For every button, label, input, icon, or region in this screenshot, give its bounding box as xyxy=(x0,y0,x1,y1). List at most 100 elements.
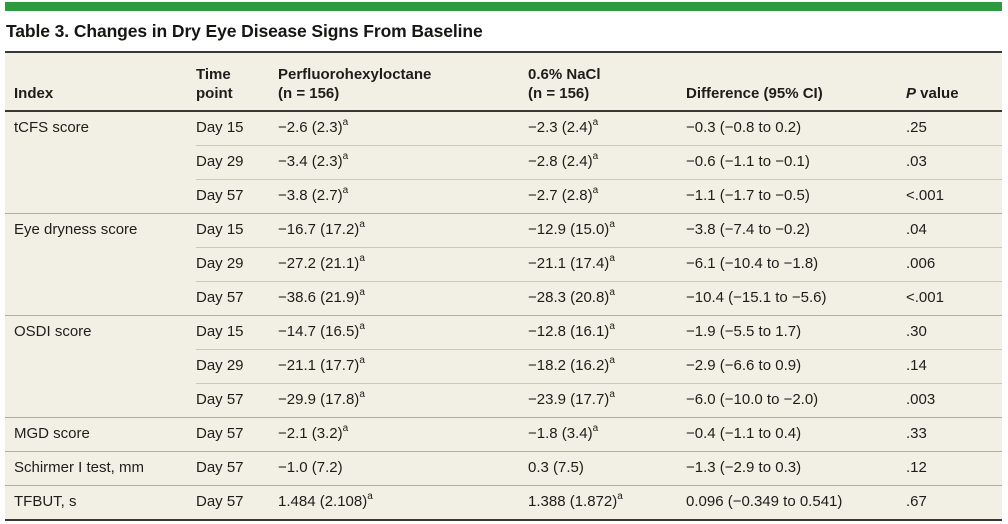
footnote-marker: a xyxy=(342,151,349,163)
cell-difference: −0.3 (−0.8 to 0.2) xyxy=(686,119,802,137)
cell-p-value: .04 xyxy=(906,213,1002,248)
cell-perfluorohexyloctane: −38.6 (21.9)a xyxy=(278,281,528,316)
table-row: Schirmer I test, mm Day 57 −1.0 (7.2) 0.… xyxy=(5,451,1002,486)
footnote-marker: a xyxy=(609,219,615,231)
cell-value: −1.0 (7.2) xyxy=(278,459,343,477)
cell-p-value: .12 xyxy=(906,451,1002,486)
footnote-marker: a xyxy=(609,389,615,401)
cell-index xyxy=(5,384,196,418)
cell-value: −2.8 (2.4) xyxy=(528,153,593,171)
col-header-time-point: Time point xyxy=(196,52,278,112)
col-header-nacl: 0.6% NaCl (n = 156) xyxy=(528,52,686,112)
footnote-marker: a xyxy=(359,253,365,265)
cell-difference: −0.4 (−1.1 to 0.4) xyxy=(686,417,906,452)
cell-p-value: .03 xyxy=(906,145,1002,180)
cell-value: −16.7 (17.2) xyxy=(278,221,360,239)
cell-time-point: Day 57 xyxy=(196,179,278,214)
cell-index: tCFS score xyxy=(14,119,90,137)
cell-nacl: −12.9 (15.0)a xyxy=(528,213,686,248)
p-symbol: P xyxy=(906,84,917,102)
cell-p-value: .33 xyxy=(906,417,1002,452)
cell-nacl: 0.3 (7.5) xyxy=(528,451,686,486)
cell-value: 1.388 (1.872) xyxy=(528,493,618,511)
table-row: Eye dryness score Day 15 −16.7 (17.2)a −… xyxy=(5,213,1002,248)
cell-value: 1.484 (2.108) xyxy=(278,493,368,511)
cell-nacl: −12.8 (16.1)a xyxy=(528,315,686,350)
footnote-marker: a xyxy=(592,117,599,129)
cell-perfluorohexyloctane: −14.7 (16.5)a xyxy=(278,315,528,350)
footnote-marker: a xyxy=(359,287,365,299)
footnote-marker: a xyxy=(342,185,349,197)
table-row: OSDI score Day 15 −14.7 (16.5)a −12.8 (1… xyxy=(5,315,1002,350)
header-line: 0.6% NaCl xyxy=(528,65,601,83)
cell-value: −21.1 (17.7) xyxy=(278,357,360,375)
cell-nacl: −18.2 (16.2)a xyxy=(528,349,686,384)
cell-difference: −2.9 (−6.6 to 0.9) xyxy=(686,349,906,384)
table-body: tCFS score Day 15 −2.6 (2.3) a −2.3 (2.4)… xyxy=(5,111,1002,520)
cell-p-value: .006 xyxy=(906,247,1002,282)
cell-perfluorohexyloctane: 1.484 (2.108)a xyxy=(278,485,528,520)
cell-nacl: −1.8 (3.4)a xyxy=(528,417,686,452)
cell-index: TFBUT, s xyxy=(5,485,196,520)
cell-perfluorohexyloctane: −2.1 (3.2)a xyxy=(278,417,528,452)
cell-index: MGD score xyxy=(5,417,196,452)
cell-difference: −1.1 (−1.7 to −0.5) xyxy=(686,179,906,214)
cell-index xyxy=(5,282,196,316)
cell-difference: −0.6 (−1.1 to −0.1) xyxy=(686,145,906,180)
table-row: Day 29 −27.2 (21.1)a −21.1 (17.4)a −6.1 … xyxy=(5,247,1002,282)
cell-p-value: .14 xyxy=(906,349,1002,384)
cell-nacl: −2.3 (2.4)a xyxy=(528,111,686,146)
header-line: point xyxy=(196,84,233,102)
cell-perfluorohexyloctane: −3.8 (2.7)a xyxy=(278,179,528,214)
footnote-marker: a xyxy=(592,151,599,163)
cell-value: −2.7 (2.8) xyxy=(528,187,593,205)
cell-time-point: Day 15 xyxy=(196,213,278,248)
cell-perfluorohexyloctane: −29.9 (17.8)a xyxy=(278,383,528,418)
header-line: (n = 156) xyxy=(528,84,590,102)
cell-p-value: <.001 xyxy=(906,179,1002,214)
footnote-marker: a xyxy=(359,321,365,333)
table-row: Day 57 −3.8 (2.7)a −2.7 (2.8)a −1.1 (−1.… xyxy=(5,179,1002,214)
cell-nacl: −23.9 (17.7)a xyxy=(528,383,686,418)
cell-time-point: Day 57 xyxy=(196,451,278,486)
cell-value: −23.9 (17.7) xyxy=(528,391,610,409)
cell-difference: −6.0 (−10.0 to −2.0) xyxy=(686,383,906,418)
cell-time-point: Day 57 xyxy=(196,281,278,316)
footnote-marker: a xyxy=(367,491,373,503)
table-row: Day 57 −29.9 (17.8)a −23.9 (17.7)a −6.0 … xyxy=(5,383,1002,418)
cell-difference: −3.8 (−7.4 to −0.2) xyxy=(686,213,906,248)
table-row: MGD score Day 57 −2.1 (3.2)a −1.8 (3.4)a… xyxy=(5,417,1002,452)
cell-perfluorohexyloctane: −3.4 (2.3)a xyxy=(278,145,528,180)
cell-p-value: .25 xyxy=(906,119,927,137)
footnote-marker: a xyxy=(359,355,365,367)
col-header-index: Index xyxy=(5,52,196,112)
cell-value: −3.8 (2.7) xyxy=(278,187,343,205)
footnote-marker: a xyxy=(617,491,623,503)
table-row: tCFS score Day 15 −2.6 (2.3)a −2.3 (2.4)… xyxy=(5,111,1002,146)
cell-time-point: Day 57 xyxy=(196,485,278,520)
cell-time-point: Day 29 xyxy=(196,145,278,180)
cell-difference: 0.096 (−0.349 to 0.541) xyxy=(686,485,906,520)
cell-p-value: .30 xyxy=(906,315,1002,350)
cell-index xyxy=(5,180,196,214)
footnote-marker: a xyxy=(342,423,349,435)
cell-value: −38.6 (21.9) xyxy=(278,289,360,307)
cell-perfluorohexyloctane: −16.7 (17.2)a xyxy=(278,213,528,248)
table-row: Day 57 −38.6 (21.9)a −28.3 (20.8)a −10.4… xyxy=(5,281,1002,316)
cell-value: 0.3 (7.5) xyxy=(528,459,584,477)
cell-difference: −1.3 (−2.9 to 0.3) xyxy=(686,451,906,486)
cell-value: −27.2 (21.1) xyxy=(278,255,360,273)
cell-value: −18.2 (16.2) xyxy=(528,357,610,375)
footnote-marker: a xyxy=(592,185,599,197)
cell-value: −21.1 (17.4) xyxy=(528,255,610,273)
cell-nacl: 1.388 (1.872)a xyxy=(528,485,686,520)
cell-value: −2.6 (2.3) xyxy=(278,119,343,137)
header-line: (n = 156) xyxy=(278,84,340,102)
cell-time-point: Day 29 xyxy=(196,349,278,384)
cell-index: Eye dryness score xyxy=(5,213,196,248)
cell-index xyxy=(5,146,196,180)
col-header-perfluorohexyloctane: Perfluorohexyloctane (n = 156) xyxy=(278,52,528,112)
cell-perfluorohexyloctane: −21.1 (17.7)a xyxy=(278,349,528,384)
cell-value: −12.9 (15.0) xyxy=(528,221,610,239)
